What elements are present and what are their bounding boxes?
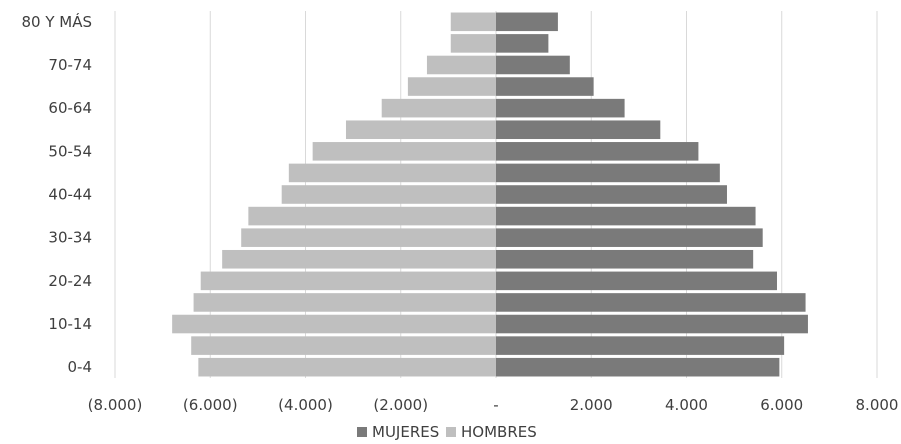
bar-mujeres-70-74 — [496, 55, 570, 75]
bar-hombres-15-19 — [193, 293, 497, 312]
bar-mujeres-25-29 — [496, 249, 754, 269]
bar-mujeres-50-54 — [496, 142, 699, 161]
x-tick-label-2: (4.000) — [278, 396, 333, 414]
bar-mujeres-65-69 — [496, 77, 594, 96]
bar-mujeres-45-49 — [496, 163, 720, 183]
bar-mujeres-10-14 — [496, 314, 808, 334]
x-tick-label-4: - — [493, 396, 498, 414]
bar-hombres-75-79 — [450, 34, 496, 53]
bar-hombres-55-59 — [345, 120, 496, 140]
y-tick-label-10-14: 10-14 — [48, 315, 92, 333]
bar-hombres-25-29 — [222, 249, 496, 269]
y-tick-label-50-54: 50-54 — [48, 142, 92, 160]
bar-mujeres-60-64 — [496, 98, 625, 118]
x-axis-labels: (8.000) (6.000) (4.000) (2.000) - 2.000 4.000 6… — [88, 396, 899, 414]
x-tick-label-8: 8.000 — [856, 396, 899, 414]
bar-hombres-40-44 — [281, 185, 496, 204]
bar-mujeres-40-44 — [496, 185, 727, 204]
x-tick-label-1: (6.000) — [183, 396, 238, 414]
bar-hombres-50-54 — [312, 142, 496, 161]
bar-mujeres-75-79 — [496, 34, 549, 53]
bar-hombres-35-39 — [248, 206, 496, 226]
bar-hombres-70-74 — [426, 55, 496, 75]
x-tick-label-5: 2.000 — [570, 396, 613, 414]
legend-label-hombres: HOMBRES — [461, 423, 537, 441]
y-axis-labels: 0-4 10-14 20-24 30-34 40-44 50-54 60-64 70-74 80… — [21, 12, 92, 376]
y-tick-label-30-34: 30-34 — [48, 229, 92, 247]
bar-hombres-30-34 — [241, 228, 496, 247]
y-tick-label-20-24: 20-24 — [48, 272, 92, 290]
bar-mujeres-15-19 — [496, 293, 806, 312]
bar-hombres-60-64 — [381, 98, 496, 118]
y-tick-label-80-y-mas: 80 Y MÁS — [21, 12, 92, 31]
legend-label-mujeres: MUJERES — [372, 423, 439, 441]
bar-hombres-20-24 — [200, 271, 496, 291]
bar-mujeres-55-59 — [496, 120, 661, 140]
y-tick-label-40-44: 40-44 — [48, 186, 92, 204]
legend-swatch-mujeres — [357, 427, 367, 437]
y-tick-label-0-4: 0-4 — [68, 358, 93, 376]
bars — [172, 12, 808, 377]
y-tick-label-70-74: 70-74 — [48, 56, 92, 74]
bar-hombres-0-4 — [198, 357, 496, 377]
y-tick-label-60-64: 60-64 — [48, 99, 92, 117]
bar-mujeres-20-24 — [496, 271, 777, 291]
x-tick-label-3: (2.000) — [373, 396, 428, 414]
bar-hombres-10-14 — [172, 314, 496, 334]
bar-hombres-80-y-mas — [450, 12, 496, 32]
bar-mujeres-5-9 — [496, 336, 785, 355]
x-tick-label-7: 6.000 — [760, 396, 803, 414]
legend: MUJERES HOMBRES — [357, 423, 537, 441]
x-tick-label-0: (8.000) — [88, 396, 143, 414]
legend-swatch-hombres — [446, 427, 456, 437]
bar-mujeres-35-39 — [496, 206, 756, 226]
bar-mujeres-80-y-mas — [496, 12, 558, 32]
bar-mujeres-0-4 — [496, 357, 780, 377]
bar-hombres-5-9 — [191, 336, 496, 355]
bar-hombres-45-49 — [288, 163, 496, 183]
x-tick-label-6: 4.000 — [665, 396, 708, 414]
bar-mujeres-30-34 — [496, 228, 763, 247]
bar-hombres-65-69 — [407, 77, 496, 96]
